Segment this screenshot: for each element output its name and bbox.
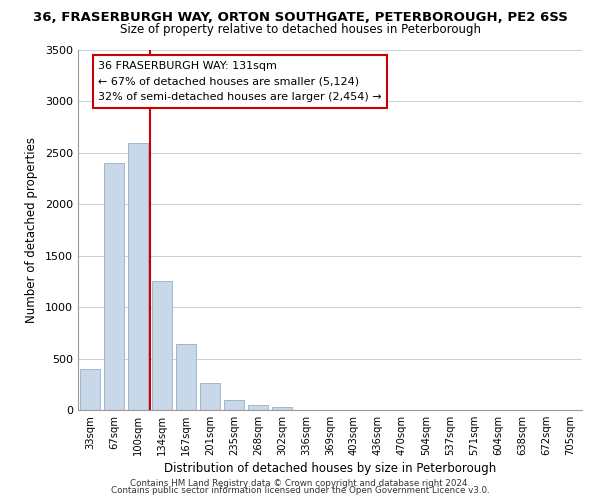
Bar xyxy=(224,400,244,410)
X-axis label: Distribution of detached houses by size in Peterborough: Distribution of detached houses by size … xyxy=(164,462,496,475)
Bar xyxy=(176,344,196,410)
Bar xyxy=(272,407,292,410)
Text: Contains public sector information licensed under the Open Government Licence v3: Contains public sector information licen… xyxy=(110,486,490,495)
Bar xyxy=(80,369,100,410)
Bar xyxy=(104,163,124,410)
Bar xyxy=(248,405,268,410)
Bar xyxy=(152,282,172,410)
Bar xyxy=(200,384,220,410)
Text: 36, FRASERBURGH WAY, ORTON SOUTHGATE, PETERBOROUGH, PE2 6SS: 36, FRASERBURGH WAY, ORTON SOUTHGATE, PE… xyxy=(32,11,568,24)
Bar xyxy=(128,142,148,410)
Text: Contains HM Land Registry data © Crown copyright and database right 2024.: Contains HM Land Registry data © Crown c… xyxy=(130,478,470,488)
Text: Size of property relative to detached houses in Peterborough: Size of property relative to detached ho… xyxy=(119,22,481,36)
Y-axis label: Number of detached properties: Number of detached properties xyxy=(25,137,38,323)
Text: 36 FRASERBURGH WAY: 131sqm
← 67% of detached houses are smaller (5,124)
32% of s: 36 FRASERBURGH WAY: 131sqm ← 67% of deta… xyxy=(98,61,382,102)
